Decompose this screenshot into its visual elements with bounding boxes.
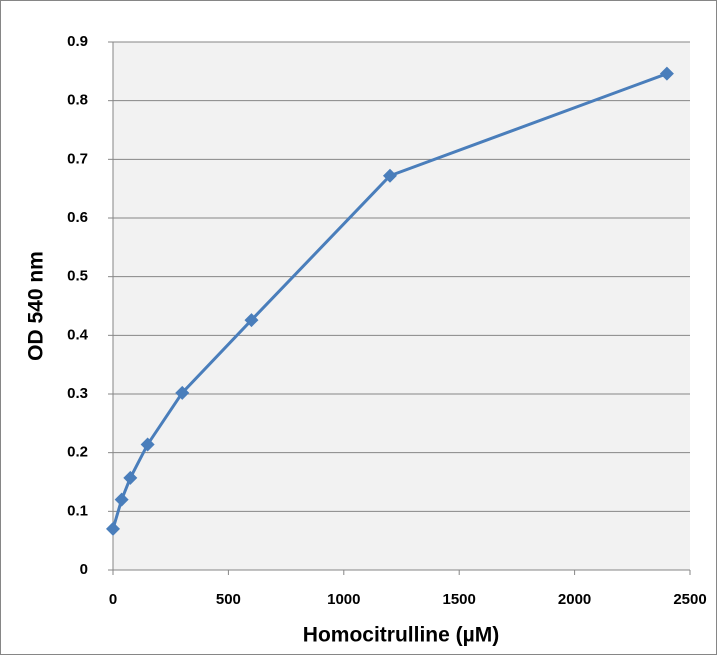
y-tick-label: 0.1 [67, 502, 88, 519]
x-axis-title: Homocitrulline (µM) [303, 624, 499, 647]
y-axis-title: OD 540 nm [25, 251, 48, 361]
y-tick-label: 0.4 [67, 326, 89, 343]
data-point [123, 470, 138, 485]
data-point [244, 313, 259, 328]
x-tick-label: 1500 [443, 591, 476, 608]
data-point [659, 66, 674, 81]
plot-area [113, 42, 690, 570]
x-tick-label: 0 [109, 591, 117, 608]
y-tick-label: 0.2 [67, 444, 88, 461]
x-tick-label: 2500 [673, 591, 706, 608]
data-point [114, 492, 129, 507]
y-tick-label: 0 [80, 561, 88, 578]
data-point [106, 521, 120, 536]
data-point [140, 437, 155, 452]
y-tick-label: 0.3 [67, 385, 88, 402]
y-tick-label: 0.9 [67, 33, 88, 50]
x-tick-label: 2000 [558, 591, 591, 608]
y-tick-label: 0.5 [67, 268, 88, 285]
x-tick-label: 1000 [327, 591, 360, 608]
x-tick-label: 500 [216, 591, 241, 608]
y-tick-label: 0.8 [67, 92, 88, 109]
y-tick-label: 0.6 [67, 209, 88, 226]
data-point [382, 168, 397, 183]
y-tick-label: 0.7 [67, 150, 88, 167]
data-point [175, 385, 190, 400]
